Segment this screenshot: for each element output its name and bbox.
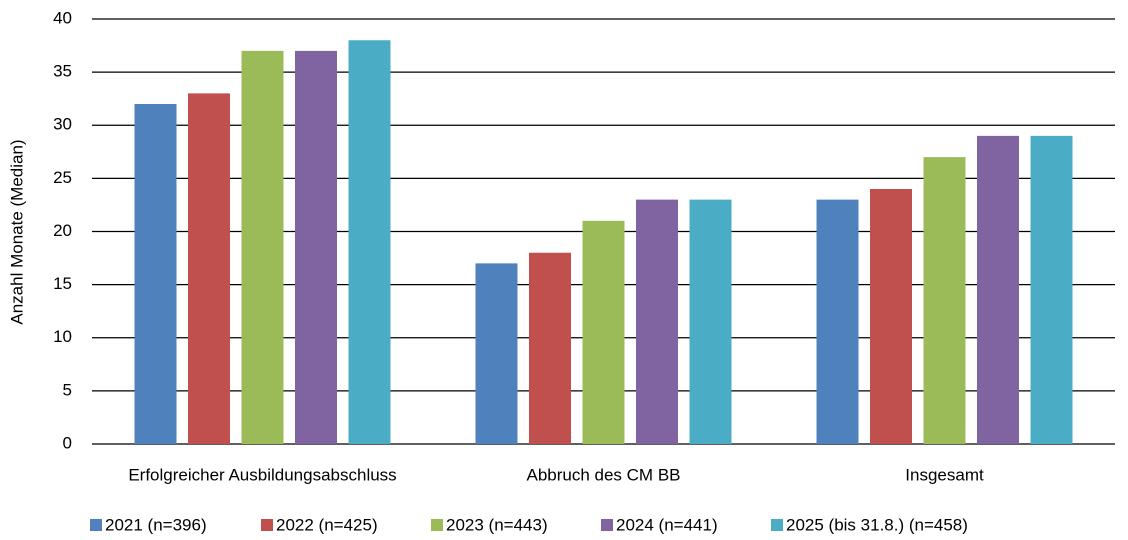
bar [134,104,177,444]
bar [475,263,518,444]
legend-swatch [90,519,102,531]
legend-swatch [431,519,443,531]
bar [689,199,732,444]
legend-label: 2024 (n=441) [616,515,718,534]
y-tick-label: 30 [53,115,72,134]
bar [636,199,678,444]
bar [923,157,966,444]
bar [241,50,284,444]
y-tick-label: 15 [53,274,72,293]
legend-swatch [261,519,273,531]
x-tick-label: Insgesamt [905,465,984,484]
bar [1030,135,1073,444]
y-tick-label: 25 [53,168,72,187]
bar [348,40,391,444]
y-tick-label: 40 [53,8,72,27]
y-tick-label: 0 [63,433,72,452]
bar [816,199,859,444]
x-tick-label: Abbruch des CM BB [526,465,680,484]
bar [582,220,625,444]
legend-swatch [601,519,613,531]
bar [870,189,912,444]
bar [529,252,571,444]
legend-label: 2022 (n=425) [276,515,378,534]
bar [188,93,230,444]
y-tick-label: 35 [53,62,72,81]
bar [295,50,337,444]
legend-label: 2025 (bis 31.8.) (n=458) [786,515,968,534]
legend-label: 2023 (n=443) [446,515,548,534]
legend-swatch [771,519,783,531]
x-tick-label: Erfolgreicher Ausbildungsabschluss [128,465,396,484]
y-tick-label: 20 [53,221,72,240]
y-tick-label: 10 [53,327,72,346]
legend-label: 2021 (n=396) [105,515,207,534]
y-tick-label: 5 [63,380,72,399]
bar [977,135,1019,444]
y-axis-label: Anzahl Monate (Median) [7,139,26,324]
